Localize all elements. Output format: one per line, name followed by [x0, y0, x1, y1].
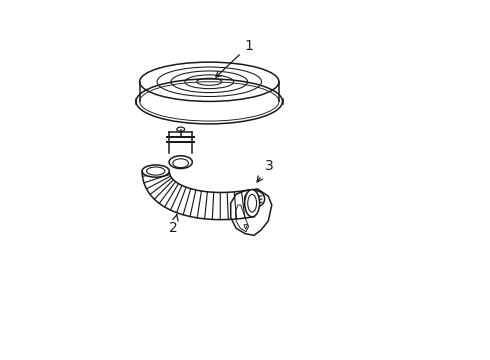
Text: 1: 1	[216, 39, 253, 77]
Ellipse shape	[245, 190, 260, 217]
Ellipse shape	[245, 190, 265, 207]
Ellipse shape	[142, 165, 169, 177]
Text: 3: 3	[257, 159, 273, 182]
Text: 2: 2	[169, 215, 178, 235]
